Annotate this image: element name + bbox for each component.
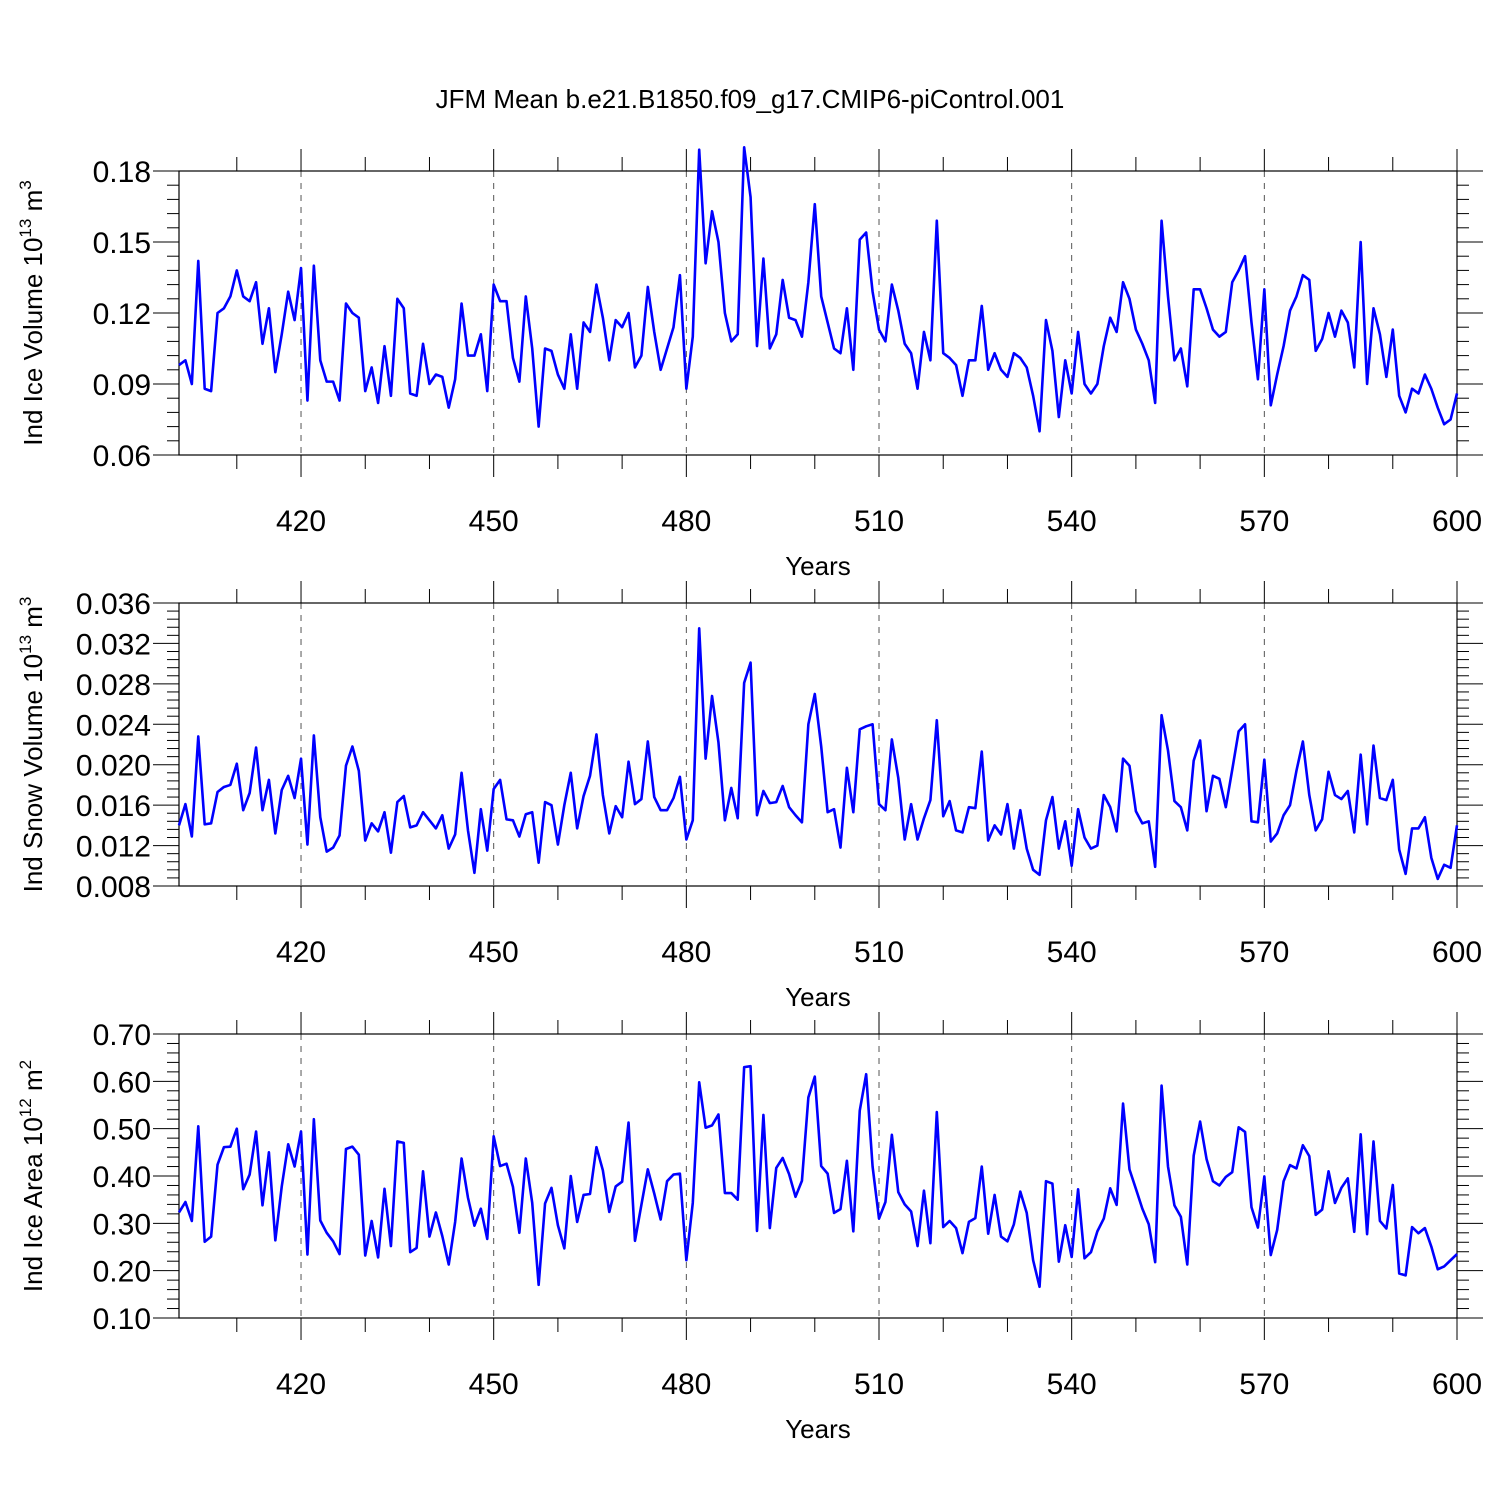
x-tick-label: 480	[661, 505, 711, 538]
x-tick-label: 540	[1047, 936, 1097, 969]
x-axis-label: Years	[785, 982, 851, 1012]
y-tick-label: 0.10	[93, 1303, 151, 1336]
x-tick-label: 510	[854, 505, 904, 538]
x-tick-label: 450	[469, 505, 519, 538]
y-tick-label: 0.50	[93, 1114, 151, 1147]
panel-3: 0.10 0.20 0.30 0.40 0.50 0.60 0.70 420 450 480 510…	[16, 1012, 1483, 1444]
x-tick-label: 540	[1047, 1368, 1097, 1401]
x-tick-label: 480	[661, 936, 711, 969]
y-tick-label: 0.012	[76, 831, 151, 864]
y-tick-label: 0.70	[93, 1019, 151, 1052]
y-tick-label: 0.40	[93, 1161, 151, 1194]
panel-1: 0.06 0.09 0.12 0.15 0.18 420 450 480 510 540 570 60…	[16, 146, 1483, 581]
y-tick-label: 0.15	[93, 227, 151, 260]
y-tick-label: 0.09	[93, 369, 151, 402]
y-tick-label: 0.028	[76, 669, 151, 702]
x-axis-label: Years	[785, 551, 851, 581]
x-tick-label: 420	[276, 1368, 326, 1401]
y-tick-label: 0.20	[93, 1256, 151, 1289]
plot-frame	[178, 170, 1458, 456]
x-tick-label: 600	[1432, 936, 1482, 969]
x-tick-label: 570	[1239, 505, 1289, 538]
plot-frame	[178, 602, 1458, 887]
y-tick-label: 0.008	[76, 871, 151, 904]
y-tick-label: 0.024	[76, 709, 151, 742]
x-tick-label: 540	[1047, 505, 1097, 538]
y-axis-label: Ind Snow Volume 1013 m3	[16, 597, 48, 893]
y-tick-label: 0.30	[93, 1208, 151, 1241]
x-tick-label: 420	[276, 936, 326, 969]
x-tick-label: 570	[1239, 1368, 1289, 1401]
series-line	[177, 1064, 1458, 1289]
x-tick-label: 570	[1239, 936, 1289, 969]
y-tick-label: 0.06	[93, 440, 151, 473]
x-tick-label: 420	[276, 505, 326, 538]
y-tick-label: 0.12	[93, 298, 151, 331]
y-tick-label: 0.016	[76, 790, 151, 823]
x-tick-label: 600	[1432, 1368, 1482, 1401]
x-axis-label: Years	[785, 1414, 851, 1444]
y-tick-label: 0.020	[76, 750, 151, 783]
y-tick-label: 0.60	[93, 1066, 151, 1099]
series-line	[178, 146, 1459, 433]
x-tick-label: 450	[469, 936, 519, 969]
y-tick-label: 0.032	[76, 628, 151, 661]
x-tick-label: 510	[854, 936, 904, 969]
chart-title: JFM Mean b.e21.B1850.f09_g17.CMIP6-piCon…	[436, 84, 1065, 114]
y-tick-label: 0.18	[93, 156, 151, 189]
plot-frame	[178, 1033, 1458, 1319]
panel-2: 0.008 0.012 0.016 0.020 0.024 0.028 0.032 0.036…	[16, 581, 1483, 1012]
x-tick-label: 480	[661, 1368, 711, 1401]
series-line	[177, 626, 1459, 881]
y-axis-label: Ind Ice Volume 1013 m3	[16, 180, 48, 445]
y-axis-label: Ind Ice Area 1012 m2	[16, 1060, 48, 1292]
x-tick-label: 510	[854, 1368, 904, 1401]
y-tick-label: 0.036	[76, 588, 151, 621]
x-tick-label: 450	[469, 1368, 519, 1401]
x-tick-label: 600	[1432, 505, 1482, 538]
